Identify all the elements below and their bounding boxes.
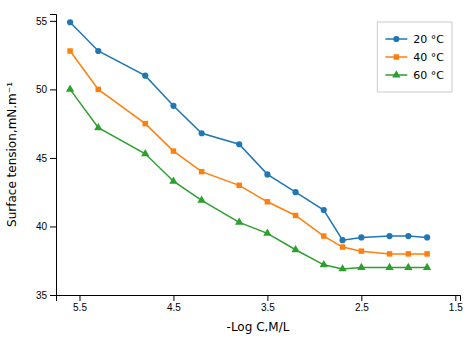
point xyxy=(387,251,392,256)
legend-marker xyxy=(394,54,399,59)
tick-label: 2.5 xyxy=(355,302,369,313)
point xyxy=(170,103,176,109)
point xyxy=(67,48,72,53)
tick-mark xyxy=(267,295,268,301)
tick-mark xyxy=(50,226,56,227)
point xyxy=(197,196,205,203)
point xyxy=(95,48,101,54)
point xyxy=(235,218,243,225)
point xyxy=(405,233,411,239)
tick: 45 xyxy=(36,153,56,164)
point xyxy=(320,260,328,267)
point xyxy=(406,251,411,256)
tick: 35 xyxy=(36,290,56,301)
tick-label: 40 xyxy=(36,221,48,232)
plot: 5.5 4.5 3.5 2.5 1.5 35 40 45 50 55 20 °C 40 °C 60 °C xyxy=(36,15,463,314)
point xyxy=(67,19,73,25)
point xyxy=(321,207,327,213)
line xyxy=(70,22,427,240)
series xyxy=(66,85,431,272)
point xyxy=(199,130,205,136)
tick-mark xyxy=(173,295,174,301)
legend-item: 60 °C xyxy=(385,69,444,82)
y-axis-line xyxy=(50,15,57,296)
tick-label: 45 xyxy=(36,153,48,164)
point xyxy=(143,121,148,126)
line xyxy=(70,89,427,269)
point xyxy=(359,248,364,253)
tick-label: 50 xyxy=(36,84,48,95)
legend-marker xyxy=(392,70,400,77)
point xyxy=(357,263,365,270)
tick-mark xyxy=(50,158,56,159)
chart-container: 5.5 4.5 3.5 2.5 1.5 35 40 45 50 55 20 °C 40 °C 60 °C… xyxy=(0,0,474,339)
tick: 2.5 xyxy=(355,295,369,313)
series xyxy=(67,19,430,243)
tick-mark xyxy=(361,295,362,301)
legend: 20 °C 40 °C 60 °C xyxy=(377,22,452,92)
line xyxy=(70,51,427,254)
series-group xyxy=(66,19,431,271)
legend-marker xyxy=(393,36,399,42)
point xyxy=(358,234,364,240)
x-axis-title: -Log C,M/L xyxy=(227,320,290,334)
tick-mark xyxy=(50,89,56,90)
tick-mark xyxy=(455,295,456,301)
tick-mark xyxy=(50,295,56,296)
point xyxy=(292,189,298,195)
tick-mark xyxy=(50,21,56,22)
point xyxy=(66,85,74,92)
point xyxy=(265,199,270,204)
y-axis: 35 40 45 50 55 xyxy=(36,15,57,301)
tick-label: 5.5 xyxy=(73,302,87,313)
point xyxy=(340,244,345,249)
x-axis-line xyxy=(57,296,461,302)
tick: 5.5 xyxy=(73,295,87,313)
point xyxy=(385,263,393,270)
point xyxy=(291,245,299,252)
point xyxy=(386,233,392,239)
y-axis-title: Surface tension,mN.m⁻¹ xyxy=(5,82,19,227)
point xyxy=(236,141,242,147)
legend-frame xyxy=(377,22,452,92)
tick: 3.5 xyxy=(261,295,275,313)
legend-label: 20 °C xyxy=(413,33,444,46)
legend-label: 40 °C xyxy=(413,51,444,64)
chart: 5.5 4.5 3.5 2.5 1.5 35 40 45 50 55 20 °C 40 °C 60 °C… xyxy=(0,0,474,339)
tick: 50 xyxy=(36,84,56,95)
tick-mark xyxy=(79,295,80,301)
point xyxy=(94,123,102,130)
tick-label: 4.5 xyxy=(167,302,181,313)
point xyxy=(423,263,431,270)
point xyxy=(338,264,346,271)
tick-label: 35 xyxy=(36,290,48,301)
point xyxy=(339,237,345,243)
legend-label: 60 °C xyxy=(413,69,444,82)
point xyxy=(321,233,326,238)
tick: 4.5 xyxy=(167,295,181,313)
tick: 1.5 xyxy=(449,295,463,313)
tick: 55 xyxy=(36,16,56,27)
point xyxy=(141,149,149,156)
tick-label: 55 xyxy=(36,16,48,27)
point xyxy=(169,176,177,183)
point xyxy=(236,183,241,188)
point xyxy=(96,87,101,92)
point xyxy=(264,171,270,177)
point xyxy=(171,148,176,153)
point xyxy=(424,234,430,240)
point xyxy=(404,263,412,270)
point xyxy=(424,251,429,256)
legend-item: 40 °C xyxy=(385,51,444,64)
point xyxy=(293,213,298,218)
tick: 40 xyxy=(36,221,56,232)
point xyxy=(199,169,204,174)
tick-label: 3.5 xyxy=(261,302,275,313)
legend-item: 20 °C xyxy=(385,33,444,46)
point xyxy=(263,229,271,236)
x-axis: 5.5 4.5 3.5 2.5 1.5 xyxy=(57,295,464,313)
point xyxy=(142,73,148,79)
tick-label: 1.5 xyxy=(449,302,463,313)
